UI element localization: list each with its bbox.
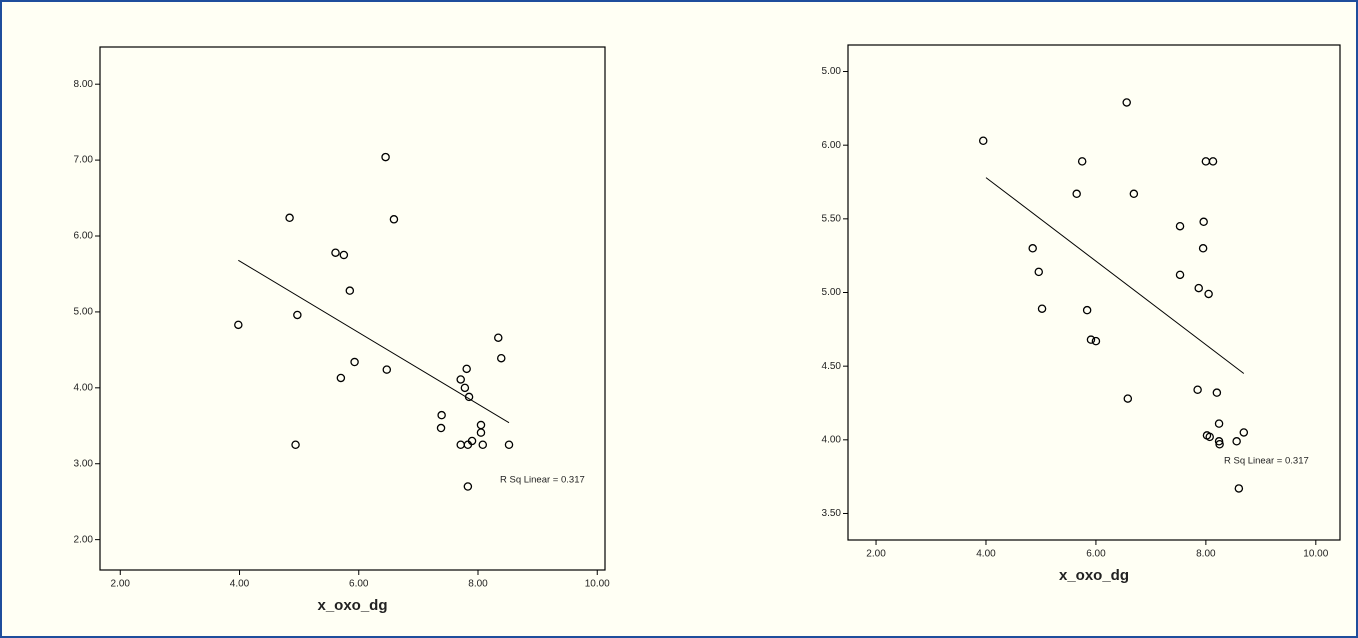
y-tick-label: 3.00 bbox=[74, 458, 94, 469]
point bbox=[476, 420, 486, 430]
point bbox=[1091, 336, 1101, 346]
point bbox=[1201, 157, 1211, 166]
annotation: R Sq Linear = 0.317 bbox=[500, 475, 585, 486]
point bbox=[476, 428, 486, 437]
point bbox=[1122, 98, 1131, 107]
point bbox=[234, 320, 243, 330]
y-tick-label: 8.00 bbox=[74, 79, 94, 90]
point bbox=[381, 152, 390, 162]
x-tick-label: 4.00 bbox=[230, 579, 250, 590]
point bbox=[1034, 267, 1044, 277]
point bbox=[1194, 283, 1203, 293]
point bbox=[382, 365, 392, 374]
y-tick-label: 5.00 bbox=[822, 66, 842, 77]
point bbox=[336, 373, 346, 383]
point bbox=[1175, 221, 1185, 231]
point bbox=[1212, 388, 1222, 397]
point bbox=[464, 392, 474, 402]
point bbox=[291, 440, 300, 450]
point bbox=[1037, 304, 1047, 313]
y-tick-label: 4.00 bbox=[74, 382, 94, 393]
point bbox=[339, 250, 349, 260]
y-tick-label: 7.00 bbox=[74, 155, 94, 166]
x-tick-label: 10.00 bbox=[1303, 549, 1328, 560]
point bbox=[460, 383, 470, 393]
point bbox=[978, 136, 988, 146]
point bbox=[463, 482, 473, 491]
x-tick-label: 8.00 bbox=[468, 579, 488, 590]
point bbox=[456, 375, 465, 384]
point bbox=[1215, 439, 1224, 449]
annotation: R Sq Linear = 0.317 bbox=[1224, 456, 1309, 467]
x-tick-label: 2.00 bbox=[866, 549, 886, 560]
point bbox=[1082, 305, 1092, 315]
point bbox=[331, 248, 340, 257]
point bbox=[1193, 385, 1202, 394]
y-tick-label: 5.50 bbox=[822, 213, 842, 224]
point bbox=[1086, 335, 1096, 344]
y-tick-label: 2.00 bbox=[74, 534, 94, 545]
x-tick-label: 6.00 bbox=[1086, 549, 1106, 560]
y-tick-label: 3.50 bbox=[822, 508, 842, 519]
point bbox=[1208, 157, 1218, 166]
point bbox=[467, 436, 477, 446]
plot-frame bbox=[99, 46, 606, 571]
point bbox=[1198, 244, 1208, 253]
point bbox=[285, 213, 294, 223]
point bbox=[462, 364, 471, 374]
point bbox=[389, 215, 399, 224]
x-tick-label: 2.00 bbox=[111, 579, 131, 590]
x-tick-label: 6.00 bbox=[349, 579, 369, 590]
y-tick-label: 6.00 bbox=[74, 231, 94, 242]
y-tick-label: 6.00 bbox=[822, 140, 842, 151]
point bbox=[1205, 432, 1214, 442]
x-axis-label: x_oxo_dg bbox=[317, 597, 387, 614]
point bbox=[345, 286, 355, 295]
point bbox=[436, 423, 446, 433]
x-axis-label: x_oxo_dg bbox=[1059, 567, 1129, 584]
x-tick-label: 10.00 bbox=[585, 579, 610, 590]
point bbox=[494, 333, 503, 342]
y-tick-label: 4.00 bbox=[822, 434, 842, 445]
y-tick-label: 5.00 bbox=[822, 287, 842, 298]
point bbox=[1123, 394, 1133, 403]
point bbox=[1199, 217, 1208, 227]
point bbox=[1175, 270, 1185, 280]
x-tick-label: 8.00 bbox=[1196, 549, 1216, 560]
y-tick-label: 5.00 bbox=[74, 307, 94, 318]
point bbox=[1232, 437, 1241, 446]
point bbox=[1072, 189, 1081, 199]
point bbox=[478, 440, 488, 450]
point bbox=[350, 357, 359, 367]
point bbox=[1129, 189, 1139, 199]
point bbox=[1077, 157, 1087, 166]
point bbox=[456, 440, 465, 450]
point bbox=[1028, 244, 1037, 253]
fit-line bbox=[238, 259, 510, 424]
point bbox=[293, 310, 302, 320]
x-tick-label: 4.00 bbox=[976, 549, 996, 560]
y-tick-label: 4.50 bbox=[822, 361, 842, 372]
point bbox=[1239, 428, 1249, 437]
point bbox=[497, 353, 506, 363]
point bbox=[437, 410, 446, 420]
point bbox=[504, 440, 514, 450]
point bbox=[1234, 484, 1244, 493]
point bbox=[1214, 419, 1224, 428]
fit-line bbox=[985, 177, 1245, 374]
point bbox=[1204, 289, 1213, 299]
